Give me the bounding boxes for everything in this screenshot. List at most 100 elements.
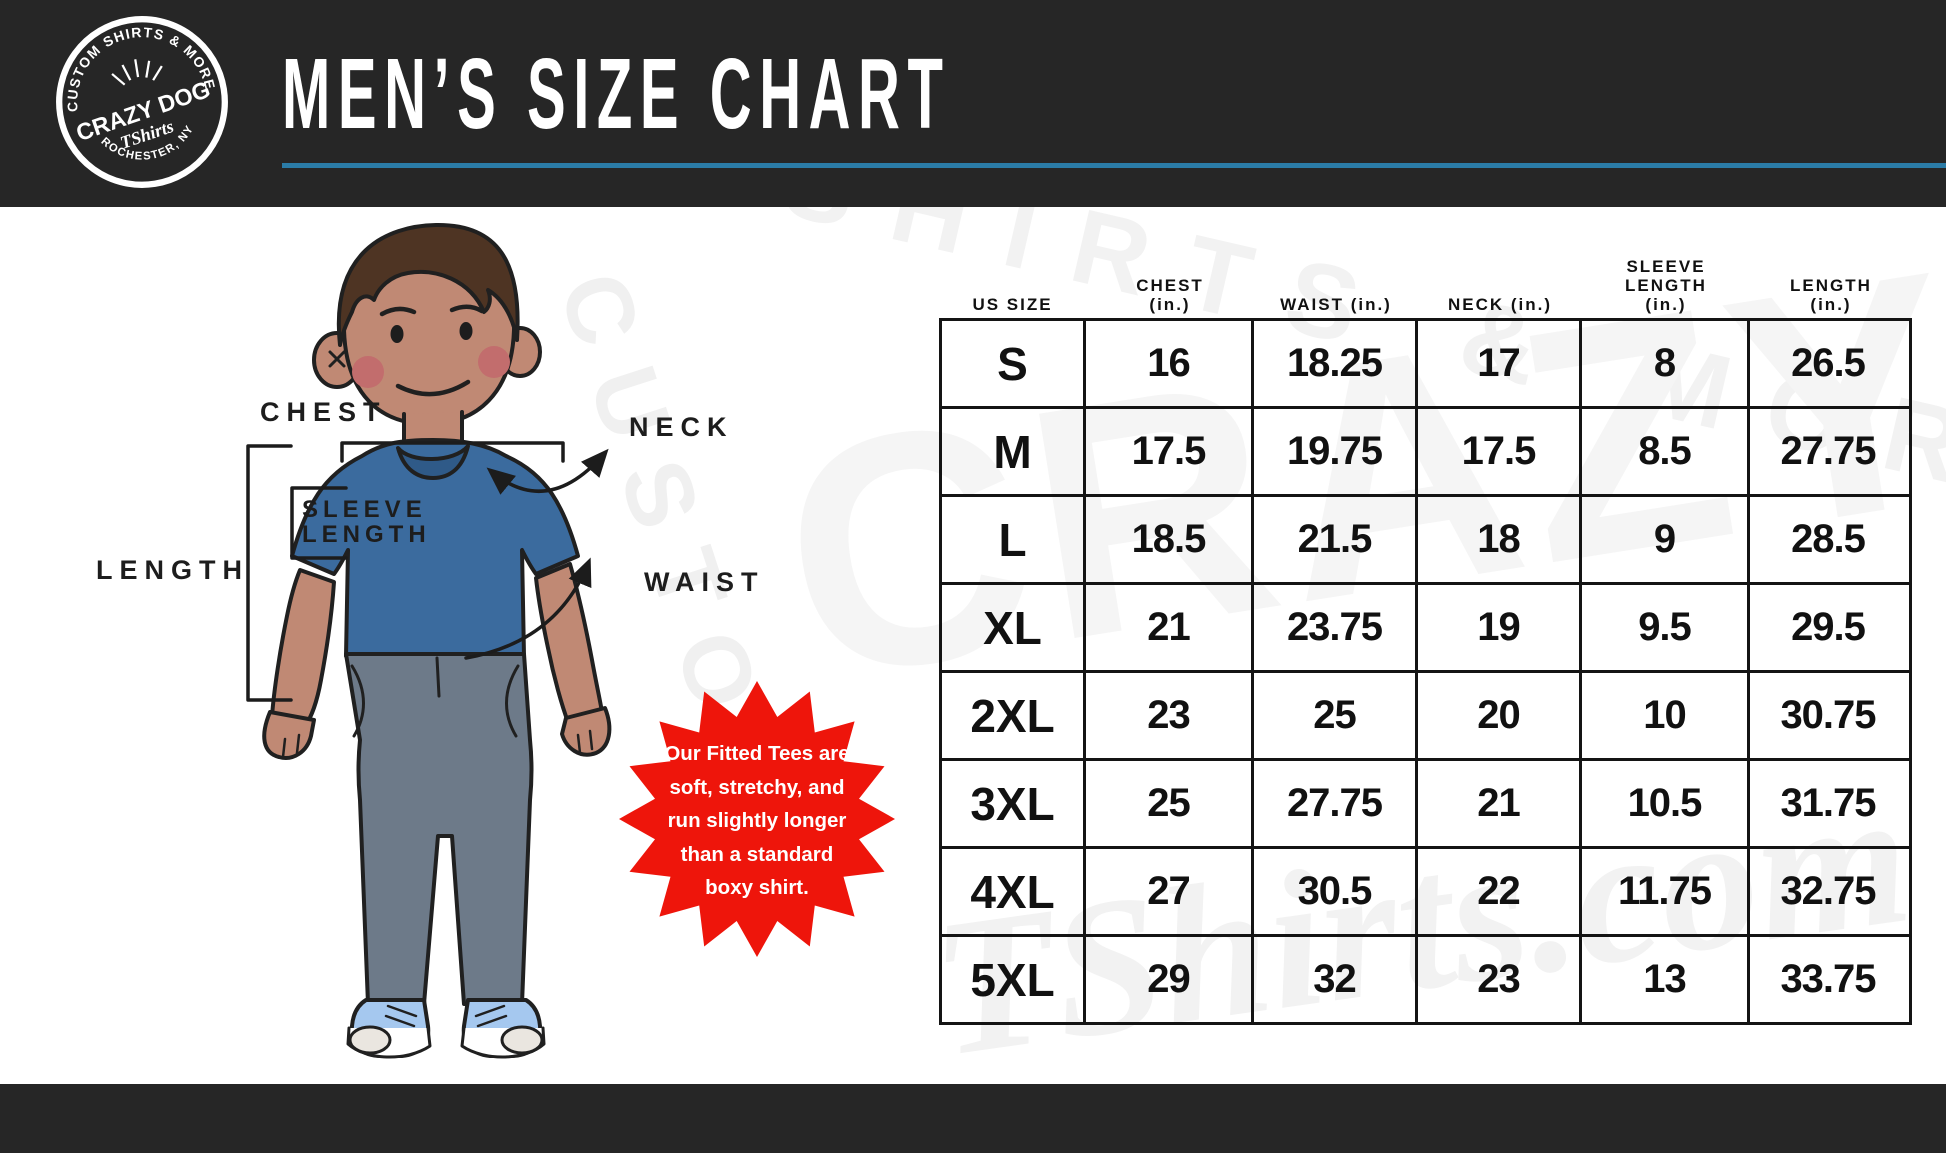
header-line: LENGTH — [1790, 276, 1872, 295]
table-cell: 23 — [1086, 673, 1254, 758]
table-cell: 23.75 — [1254, 585, 1418, 670]
tshirt-collar — [396, 444, 470, 480]
sleeve-length-label-line2: LENGTH — [302, 521, 431, 549]
header-line: NECK (in.) — [1447, 295, 1553, 314]
table-row-s: S 16 18.25 17 8 26.5 — [942, 321, 1909, 409]
size-cell: 2XL — [942, 673, 1086, 758]
table-cell: 17.5 — [1086, 409, 1254, 494]
crazy-dog-logo: CUSTOM SHIRTS & MORE ROCHESTER, NY CRAZY… — [53, 13, 228, 188]
table-row-m: M 17.5 19.75 17.5 8.5 27.75 — [942, 409, 1909, 497]
header-bar: MEN’S SIZE CHART CUSTOM SHIRTS & MORE RO… — [0, 0, 1946, 207]
table-row-5xl: 5XL 29 32 23 13 33.75 — [942, 937, 1909, 1022]
column-header-chest: CHEST (in.) — [1086, 224, 1254, 318]
table-cell: 13 — [1582, 937, 1750, 1022]
size-cell: 5XL — [942, 937, 1086, 1022]
hair — [336, 222, 520, 347]
table-cell: 19.75 — [1254, 409, 1418, 494]
table-cell: 32.75 — [1780, 869, 1876, 913]
size-cell: 4XL — [942, 849, 1086, 934]
neck — [402, 410, 464, 454]
page-title: MEN’S SIZE CHART — [282, 38, 951, 150]
callout-text: Our Fitted Tees are soft, stretchy, and … — [642, 737, 872, 905]
table-cell: 30.75 — [1780, 693, 1876, 737]
chest-bracket — [340, 441, 565, 463]
title-accent-rule — [282, 163, 1946, 168]
header-line: SLEEVE — [1626, 257, 1706, 276]
neck-arrow — [486, 448, 609, 495]
person-illustration — [262, 222, 612, 1059]
callout-line: than a standard — [680, 842, 834, 866]
table-row-l: L 18.5 21.5 18 9 28.5 — [942, 497, 1909, 585]
table-cell: 16 — [1086, 321, 1254, 406]
tshirt — [290, 438, 580, 658]
size-cell: L — [942, 497, 1086, 582]
header-line: (in.) — [1810, 295, 1852, 314]
header-line: LENGTH — [1625, 276, 1707, 295]
table-row-3xl: 3XL 25 27.75 21 10.5 31.75 — [942, 761, 1909, 849]
table-cell: 8.5 — [1582, 409, 1750, 494]
table-cell: 18.5 — [1086, 497, 1254, 582]
sleeve-length-label-line1: SLEEVE — [302, 496, 427, 523]
ear-x-mark — [328, 350, 346, 368]
table-cell: 17.5 — [1418, 409, 1582, 494]
neck-label: NECK — [629, 412, 734, 442]
length-bracket — [246, 444, 293, 702]
table-cell: 32 — [1254, 937, 1418, 1022]
pants-pockets — [350, 656, 520, 738]
table-cell: 27.75 — [1780, 429, 1876, 473]
table-cell: 11.75 — [1582, 849, 1750, 934]
head — [342, 230, 517, 426]
table-row-xl: XL 21 23.75 19 9.5 29.5 — [942, 585, 1909, 673]
ear-right — [498, 326, 542, 378]
footer-bar — [0, 1084, 1946, 1153]
size-table: US SIZE CHEST (in.) WAIST (in.) NECK (in… — [939, 224, 1912, 1025]
table-cell: 33.75 — [1780, 957, 1876, 1001]
size-cell: M — [942, 409, 1086, 494]
table-cell: 29 — [1086, 937, 1254, 1022]
table-cell: 25 — [1254, 673, 1418, 758]
logo-sunburst-icon — [111, 59, 163, 86]
table-cell: 17 — [1418, 321, 1582, 406]
header-line: US SIZE — [972, 295, 1053, 314]
column-header-neck: NECK (in.) — [1418, 224, 1582, 318]
callout-line: run slightly longer — [667, 809, 847, 832]
size-table-body: S 16 18.25 17 8 26.5 M 17.5 19.75 17.5 8… — [939, 318, 1912, 1025]
waist-label: WAIST — [644, 567, 765, 597]
table-cell: 21 — [1418, 761, 1582, 846]
table-cell: 27.75 — [1254, 761, 1418, 846]
arms — [262, 562, 612, 760]
table-cell: 21.5 — [1254, 497, 1418, 582]
table-cell: 23 — [1418, 937, 1582, 1022]
callout-line: soft, stretchy, and — [669, 775, 845, 799]
table-cell: 10 — [1582, 673, 1750, 758]
table-cell: 9 — [1582, 497, 1750, 582]
chest-label: CHEST — [260, 397, 387, 427]
size-table-header-row: US SIZE CHEST (in.) WAIST (in.) NECK (in… — [939, 224, 1912, 318]
column-header-us-size: US SIZE — [939, 224, 1086, 318]
table-cell: 25 — [1086, 761, 1254, 846]
table-cell: 29.5 — [1791, 605, 1866, 649]
table-cell: 8 — [1582, 321, 1750, 406]
table-cell: 21 — [1086, 585, 1254, 670]
header-line: CHEST — [1136, 276, 1204, 295]
size-cell: 3XL — [942, 761, 1086, 846]
table-cell: 26.5 — [1791, 341, 1866, 385]
header-line: (in.) — [1645, 295, 1687, 314]
table-cell: 10.5 — [1582, 761, 1750, 846]
table-cell: 9.5 — [1582, 585, 1750, 670]
length-label: LENGTH — [96, 555, 249, 585]
header-line: WAIST (in.) — [1280, 295, 1392, 314]
table-cell: 18 — [1418, 497, 1582, 582]
pants — [344, 652, 534, 1006]
header-line: (in.) — [1149, 295, 1191, 314]
table-cell: 20 — [1418, 673, 1582, 758]
size-cell: XL — [942, 585, 1086, 670]
table-cell: 27 — [1086, 849, 1254, 934]
table-cell: 18.25 — [1254, 321, 1418, 406]
table-row-4xl: 4XL 27 30.5 22 11.75 32.75 — [942, 849, 1909, 937]
sleeve-length-label: SLEEVE LENGTH — [302, 496, 431, 549]
table-cell: 19 — [1418, 585, 1582, 670]
column-header-sleeve-length: SLEEVE LENGTH (in.) — [1582, 224, 1750, 318]
table-cell: 22 — [1418, 849, 1582, 934]
